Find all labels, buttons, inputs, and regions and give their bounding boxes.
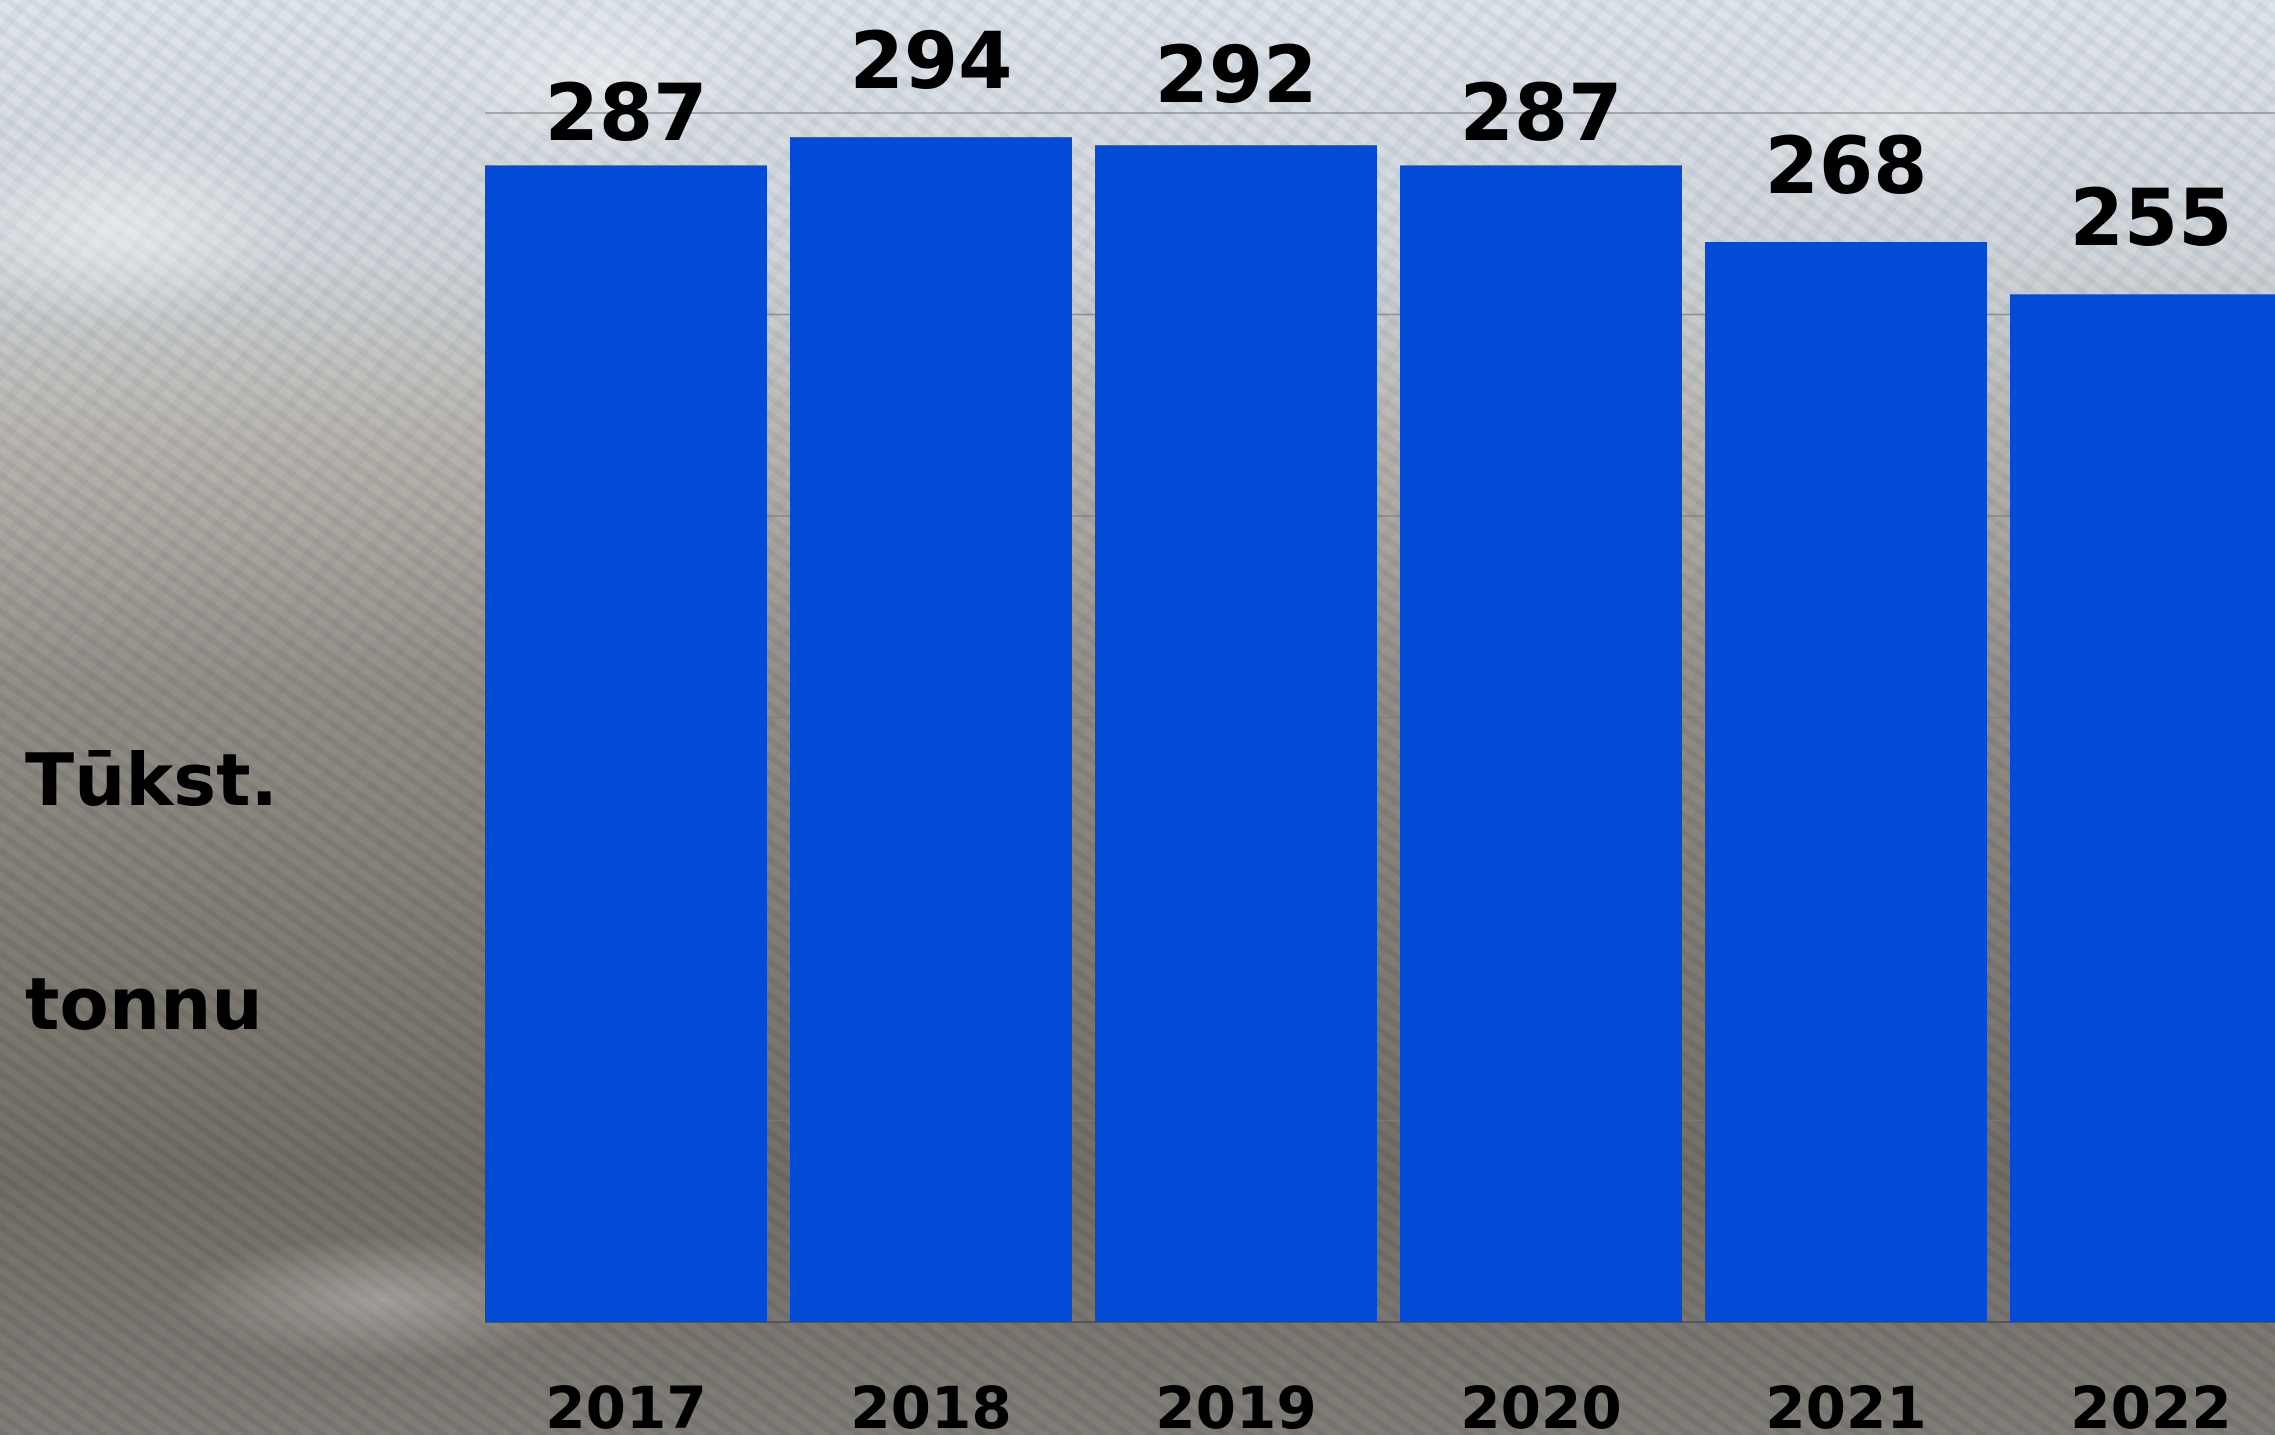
- bar-2019: [1095, 145, 1377, 1323]
- value-label-2018: 294: [850, 17, 1013, 107]
- value-label-2020: 287: [1460, 69, 1623, 159]
- x-tick-label-2021: 2021: [1765, 1374, 1926, 1435]
- x-tick-label-2020: 2020: [1460, 1374, 1621, 1435]
- value-label-2019: 292: [1155, 31, 1318, 121]
- bar-2017: [485, 165, 767, 1322]
- value-label-2021: 268: [1765, 122, 1928, 212]
- x-tick-label-2019: 2019: [1155, 1374, 1316, 1435]
- value-label-2017: 287: [545, 69, 708, 159]
- y-axis-label-line-1: Tūkst.: [25, 738, 278, 822]
- bar-2018: [790, 137, 1072, 1323]
- bar-2020: [1400, 165, 1682, 1322]
- value-label-2022: 255: [2070, 174, 2233, 264]
- x-tick-label-2017: 2017: [545, 1374, 706, 1435]
- bars: [485, 137, 2275, 1323]
- bar-2021: [1705, 241, 1987, 1323]
- x-tick-label-2022: 2022: [2070, 1374, 2231, 1435]
- x-tick-label-2018: 2018: [850, 1374, 1011, 1435]
- x-tick-labels: 2017 2018 2019 2020 2021 2022: [545, 1374, 2231, 1435]
- bar-2022: [2010, 294, 2275, 1323]
- y-axis-label: Tūkst. tonnu: [25, 612, 325, 1172]
- y-axis-label-line-2: tonnu: [25, 962, 263, 1046]
- value-labels: 287 294 292 287 268 255: [545, 17, 2233, 264]
